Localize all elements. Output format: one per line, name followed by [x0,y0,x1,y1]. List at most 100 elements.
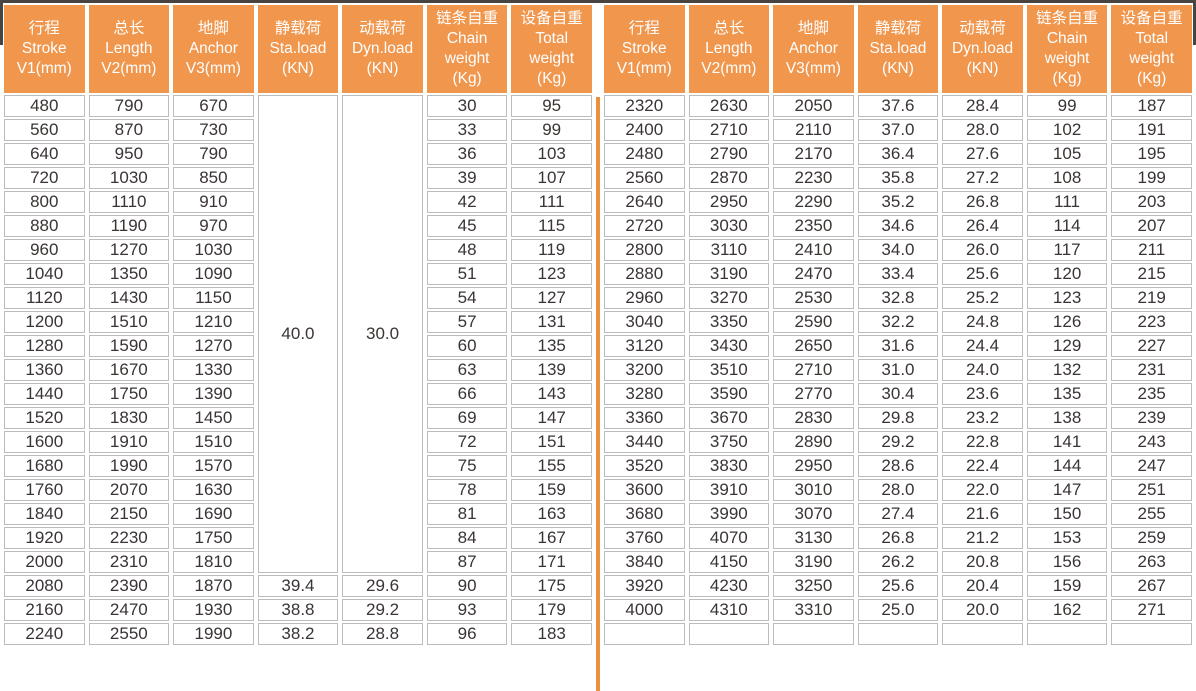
table-row: 3360 3670 2830 29.8 23.2 138 239 [604,407,1192,429]
cell-chain-weight: 39 [426,167,508,189]
cell-dyn-load: 25.2 [942,287,1023,309]
cell-sta-load: 31.6 [857,335,939,357]
cell-length: 4070 [688,527,770,549]
cell-stroke: 640 [4,143,85,165]
cell-stroke: 720 [4,167,85,189]
cell-stroke: 3440 [604,431,685,453]
spec-table-right-body: 2320 2630 2050 37.6 28.4 99 187 2400 2710 2110 37.… [604,95,1192,645]
cell-chain-weight: 54 [426,287,508,309]
cell-total-weight: 123 [511,263,592,285]
cell-anchor: 2710 [773,359,854,381]
cell-length: 4150 [688,551,770,573]
cell-chain-weight: 69 [426,407,508,429]
cell-stroke: 3760 [604,527,685,549]
cell-anchor: 1930 [173,599,254,621]
cell-chain-weight: 57 [426,311,508,333]
table-row: 1760 2070 1630 78 159 [4,479,592,501]
cell-length: 1990 [88,455,170,477]
cell-total-weight: 219 [1111,287,1192,309]
cell-dyn-load: 26.0 [942,239,1023,261]
cell-chain-weight: 129 [1026,335,1108,357]
cell-total-weight: 151 [511,431,592,453]
cell-length: 2470 [88,599,170,621]
spec-table-right-panel: 行程 Stroke V1(mm) 总长 Length V2(mm) 地脚 Anc… [600,3,1196,691]
cell-stroke: 1120 [4,287,85,309]
cell-stroke: 3520 [604,455,685,477]
cell-stroke: 1840 [4,503,85,525]
cell-chain-weight: 156 [1026,551,1108,573]
cell-sta-load [857,623,939,645]
cell-chain-weight: 60 [426,335,508,357]
cell-dyn-load: 25.6 [942,263,1023,285]
header-anchor: 地脚 Anchor V3(mm) [773,5,854,93]
cell-total-weight: 271 [1111,599,1192,621]
cell-sta-load: 37.0 [857,119,939,141]
cell-total-weight: 191 [1111,119,1192,141]
cell-dyn-load: 22.4 [942,455,1023,477]
cell-stroke: 1280 [4,335,85,357]
cell-total-weight: 203 [1111,191,1192,213]
table-row: 1360 1670 1330 63 139 [4,359,592,381]
cell-total-weight: 103 [511,143,592,165]
cell-dyn-load: 23.6 [942,383,1023,405]
header-row: 行程 Stroke V1(mm) 总长 Length V2(mm) 地脚 Anc… [4,5,592,93]
cell-dyn-load: 22.0 [942,479,1023,501]
cell-anchor: 1330 [173,359,254,381]
cell-anchor: 1390 [173,383,254,405]
table-row: 3200 3510 2710 31.0 24.0 132 231 [604,359,1192,381]
table-row: 2160 2470 1930 38.8 29.2 93 179 [4,599,592,621]
table-row: 800 1110 910 42 111 [4,191,592,213]
cell-chain-weight: 63 [426,359,508,381]
table-row: 1040 1350 1090 51 123 [4,263,592,285]
cell-dyn-load: 21.6 [942,503,1023,525]
cell-stroke: 2080 [4,575,85,597]
cell-length: 1510 [88,311,170,333]
spec-table-right-header: 行程 Stroke V1(mm) 总长 Length V2(mm) 地脚 Anc… [604,5,1192,93]
cell-stroke: 2880 [604,263,685,285]
cell-chain-weight: 162 [1026,599,1108,621]
table-row: 3600 3910 3010 28.0 22.0 147 251 [604,479,1192,501]
cell-anchor: 1150 [173,287,254,309]
cell-dyn-load: 24.8 [942,311,1023,333]
cell-stroke: 3920 [604,575,685,597]
table-row: 3840 4150 3190 26.2 20.8 156 263 [604,551,1192,573]
cell-stroke: 4000 [604,599,685,621]
cell-sta-load: 36.4 [857,143,939,165]
cell-chain-weight: 84 [426,527,508,549]
cell-length: 1030 [88,167,170,189]
table-row: 720 1030 850 39 107 [4,167,592,189]
cell-anchor: 850 [173,167,254,189]
cell-sta-load: 39.4 [257,575,339,597]
cell-anchor: 1210 [173,311,254,333]
header-sta-load: 静载荷 Sta.load (KN) [857,5,939,93]
cell-stroke: 2640 [604,191,685,213]
cell-stroke: 1520 [4,407,85,429]
cell-stroke: 3120 [604,335,685,357]
cell-chain-weight: 159 [1026,575,1108,597]
cell-stroke: 2400 [604,119,685,141]
cell-total-weight: 131 [511,311,592,333]
cell-stroke: 2560 [604,167,685,189]
cell-sta-load: 30.4 [857,383,939,405]
cell-length: 2390 [88,575,170,597]
cell-anchor: 730 [173,119,254,141]
cell-chain-weight: 144 [1026,455,1108,477]
cell-total-weight: 155 [511,455,592,477]
cell-chain-weight: 117 [1026,239,1108,261]
cell-stroke: 1040 [4,263,85,285]
cell-anchor: 2590 [773,311,854,333]
cell-stroke: 3680 [604,503,685,525]
cell-anchor: 2650 [773,335,854,357]
header-dyn-load: 动载荷 Dyn.load (KN) [342,5,423,93]
cell-stroke: 1200 [4,311,85,333]
cell-total-weight: 127 [511,287,592,309]
cell-chain-weight: 153 [1026,527,1108,549]
cell-dyn-load: 29.6 [342,575,423,597]
cell-stroke: 1440 [4,383,85,405]
cell-chain-weight: 96 [426,623,508,645]
cell-length: 4310 [688,599,770,621]
cell-length: 1350 [88,263,170,285]
cell-total-weight: 255 [1111,503,1192,525]
cell-anchor: 1750 [173,527,254,549]
cell-sta-load: 29.2 [857,431,939,453]
